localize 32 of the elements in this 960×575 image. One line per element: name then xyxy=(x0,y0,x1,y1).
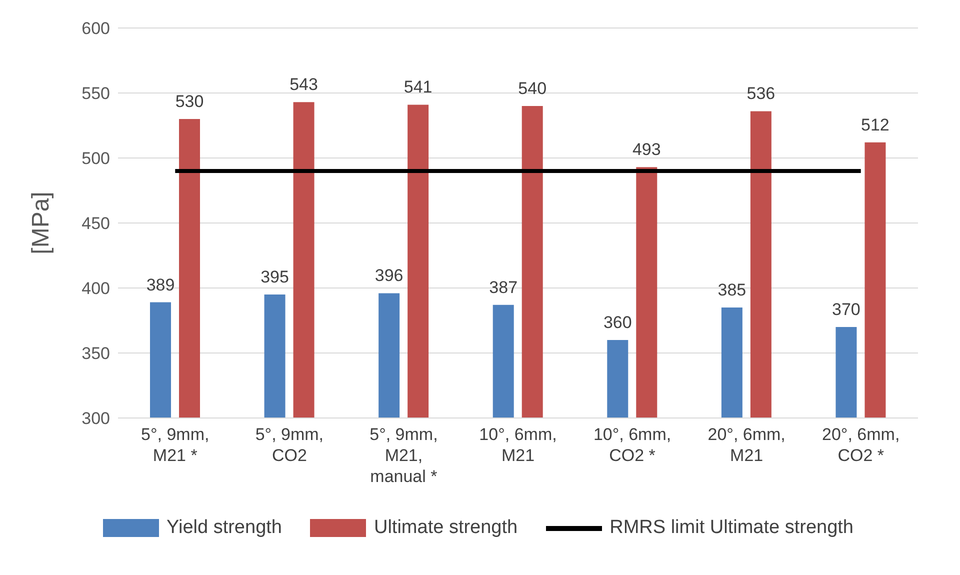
data-label: 370 xyxy=(832,300,860,319)
x-tick-label: 10°, 6mm, M21 xyxy=(479,425,557,465)
data-label: 536 xyxy=(746,84,776,104)
x-tick-label: 5°, 9mm, CO2 xyxy=(255,425,324,465)
x-tick-label: 10°, 6mm, CO2 * xyxy=(593,425,672,465)
data-label: 389 xyxy=(146,275,175,294)
y-tick-label: 550 xyxy=(82,84,110,104)
data-label: 512 xyxy=(861,115,890,134)
x-tick-label: 20°, 6mm, CO2 * xyxy=(822,425,900,465)
x-tick-label: 20°, 6mm, M21 xyxy=(708,425,786,465)
legend-label: Yield strength xyxy=(166,517,282,539)
y-tick-label: 450 xyxy=(82,214,110,234)
data-label: 360 xyxy=(603,313,632,332)
data-label: 387 xyxy=(489,278,518,297)
y-tick-label: 400 xyxy=(82,279,110,298)
y-tick-label: 500 xyxy=(82,149,110,168)
data-label: 385 xyxy=(718,280,746,300)
data-label: 541 xyxy=(404,78,432,97)
y-tick-label: 600 xyxy=(82,19,110,38)
y-tick-label: 300 xyxy=(82,409,110,428)
legend-label: RMRS limit Ultimate strength xyxy=(610,517,854,539)
data-label: 493 xyxy=(632,140,661,160)
y-axis-title: [MPa] xyxy=(28,192,55,254)
data-label: 540 xyxy=(518,79,547,98)
data-label: 396 xyxy=(374,266,404,286)
data-label: 530 xyxy=(175,92,204,111)
x-tick-label: 5°, 9mm, M21, manual * xyxy=(370,425,438,486)
y-tick-label: 350 xyxy=(82,344,110,364)
x-tick-label: 5°, 9mm, M21 * xyxy=(141,425,210,465)
legend-label: Ultimate strength xyxy=(374,517,518,539)
data-label: 543 xyxy=(290,75,318,94)
data-label: 395 xyxy=(260,268,289,286)
